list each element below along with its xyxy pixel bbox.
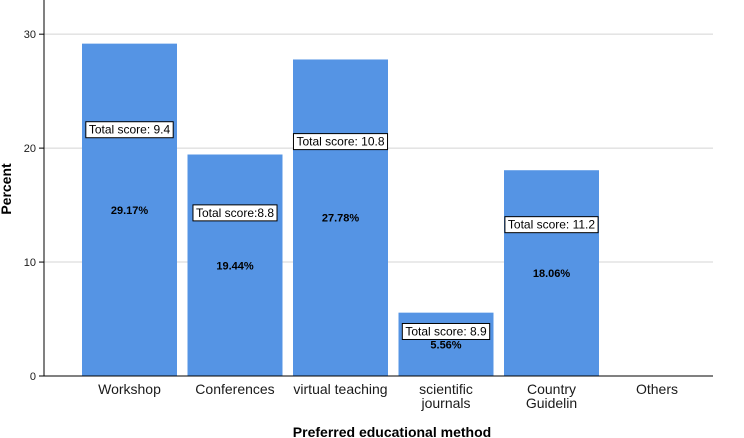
bar-3 — [293, 59, 388, 376]
data-label: 19.44% — [216, 260, 254, 272]
annotation-text: Total score: 9.4 — [89, 123, 171, 137]
y-axis-title: Percent — [0, 163, 14, 215]
annotation-box: Total score: 11.2 — [504, 216, 599, 234]
labels-group: 0 10 20 30 Workshop Conferences virtual teachi… — [24, 29, 678, 411]
x-axis-title: Preferred educational method — [293, 424, 491, 438]
data-label: 29.17% — [111, 205, 149, 217]
x-tick-label: scientific journals — [419, 381, 473, 411]
annotation-frame — [192, 204, 278, 222]
data-label: 5.56% — [430, 339, 461, 351]
bar-5 — [504, 170, 599, 376]
data-label: 27.78% — [322, 213, 360, 225]
y-tick-label: 20 — [24, 143, 36, 155]
annotation-frame — [292, 133, 389, 151]
annotation-text: Total score:8.8 — [196, 206, 274, 220]
annotation-text: Total score: 11.2 — [508, 218, 595, 232]
x-tick-label: Workshop — [98, 381, 161, 397]
annotation-box: Total score: 9.4 — [85, 121, 174, 139]
annotation-frame — [401, 322, 491, 340]
y-tick-label: 0 — [30, 371, 36, 383]
x-tick-label: Country Guidelin — [526, 381, 577, 411]
annotation-text: Total score: 10.8 — [296, 135, 384, 149]
bar-2 — [187, 154, 283, 376]
x-tick-label: Others — [636, 381, 678, 397]
annotation-text: Total score: 8.9 — [405, 324, 487, 338]
bar-1 — [82, 43, 177, 376]
annotation-frame — [504, 216, 599, 234]
y-tick-label: 10 — [24, 257, 36, 269]
y-tick-label: 30 — [24, 29, 36, 41]
axes-group — [39, 0, 713, 377]
bars-group — [82, 43, 599, 376]
annotation-frame — [85, 121, 174, 139]
data-label: 18.06% — [533, 268, 571, 280]
annotation-box: Total score: 8.9 — [401, 322, 491, 340]
annotation-box: Total score:8.8 — [192, 204, 278, 222]
annotation-box: Total score: 10.8 — [292, 133, 389, 151]
x-tick-label: Conferences — [195, 381, 274, 397]
x-tick-label: virtual teaching — [293, 381, 387, 397]
